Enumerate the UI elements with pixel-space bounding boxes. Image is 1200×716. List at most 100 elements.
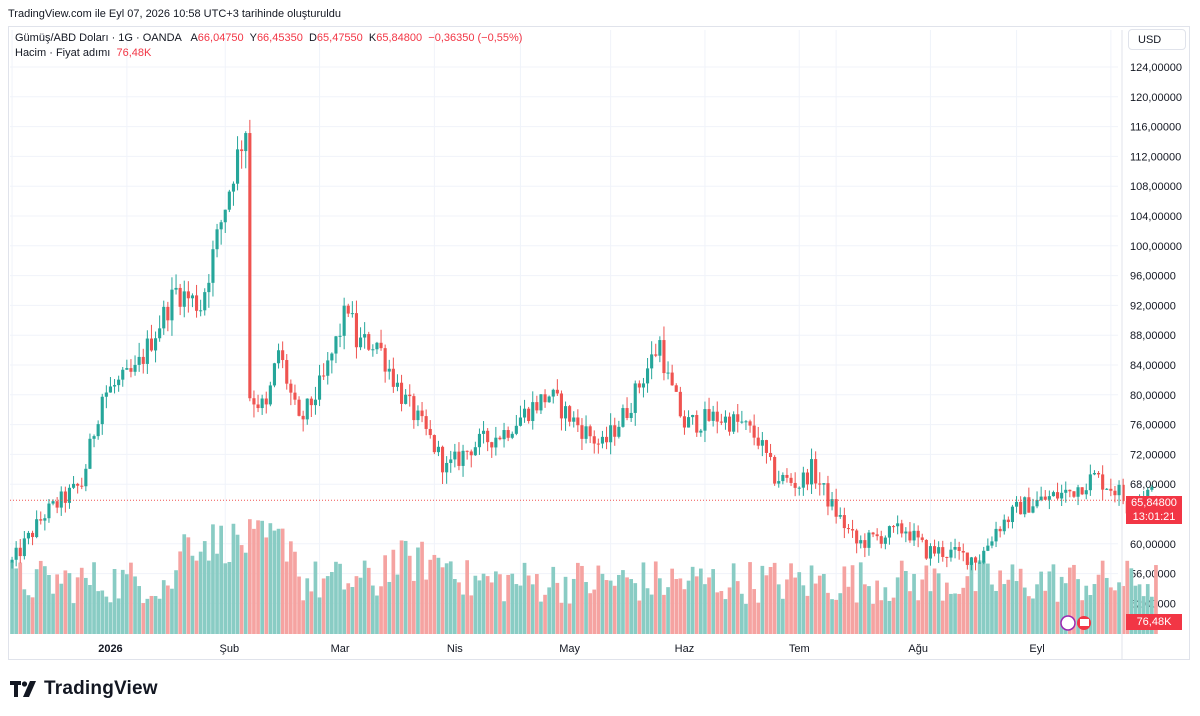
candle-body (264, 398, 268, 405)
candle-body (256, 404, 260, 409)
candle-body (838, 515, 842, 517)
candle-body (1101, 474, 1105, 490)
volume-bar (1022, 587, 1027, 634)
volume-bar (1100, 560, 1105, 634)
candle-body (67, 487, 72, 503)
volume-bar (887, 600, 892, 634)
volume-bar (764, 575, 769, 634)
candle-body (416, 410, 420, 421)
volume-bar (239, 545, 244, 634)
volume-label[interactable]: Hacim · Fiyat adımı (15, 47, 111, 59)
open-label: A (190, 32, 198, 44)
candle-body (153, 338, 158, 351)
volume-bar (157, 598, 162, 634)
volume-bar (223, 563, 228, 634)
candle-body (748, 421, 752, 426)
volume-bar (137, 586, 141, 634)
volume-bar (551, 566, 556, 634)
volume-bar (494, 571, 498, 634)
volume-bar (243, 552, 248, 634)
volume-bar (485, 576, 490, 634)
volume-bar (682, 589, 687, 634)
volume-bar (215, 553, 219, 634)
candle-body (117, 379, 121, 386)
candle-body (818, 483, 822, 485)
candle-body (235, 149, 240, 184)
volume-bar (563, 576, 568, 634)
y-tick-label: 60,00000 (1130, 539, 1176, 551)
candle-body (322, 375, 326, 377)
candle-body (260, 398, 264, 409)
candle-body (207, 282, 211, 293)
y-tick-label: 88,00000 (1130, 330, 1176, 342)
volume-bar (649, 594, 654, 634)
candle-body (371, 349, 375, 351)
volume-bar (518, 585, 523, 634)
volume-bar (178, 551, 182, 634)
volume-bar (235, 534, 240, 634)
volume-bar (768, 566, 773, 634)
volume-bar (969, 561, 974, 634)
candle-body (937, 547, 941, 554)
candle-body (71, 483, 76, 488)
candle-body (711, 411, 715, 421)
candle-body (100, 396, 104, 425)
volume-bar (330, 572, 334, 634)
candle-body (502, 430, 506, 440)
volume-bar (715, 592, 720, 634)
brand-name: TradingView (44, 678, 158, 699)
volume-bar (276, 528, 281, 634)
candle-body (744, 421, 748, 423)
candle-body (674, 385, 678, 392)
candle-body (166, 306, 170, 321)
chart-frame (8, 26, 1190, 660)
candle-body (1096, 473, 1101, 475)
candle-body (162, 306, 166, 329)
candle-body (555, 389, 559, 394)
candle-body (982, 550, 986, 563)
candle-body (957, 547, 961, 551)
candle-body (43, 518, 47, 521)
candle-body (186, 291, 190, 299)
volume-bar (465, 560, 469, 634)
currency-button[interactable]: USD (1128, 29, 1186, 50)
x-tick-label: Eyl (1029, 643, 1044, 655)
candle-body (412, 396, 416, 421)
volume-bar (248, 519, 252, 634)
volume-bar (600, 573, 605, 634)
candle-body (30, 532, 35, 538)
volume-bar (703, 584, 707, 634)
candle-body (768, 452, 773, 458)
volume-bar (809, 565, 814, 634)
volume-bar (1006, 579, 1011, 634)
volume-bar (916, 600, 920, 634)
candle-body (137, 356, 141, 365)
volume-bar (1104, 577, 1109, 634)
volume-bar (653, 561, 658, 634)
volume-bar (932, 568, 937, 634)
volume-bar (547, 587, 551, 634)
symbol-legend[interactable]: Gümüş/ABD Doları · 1G · OANDA A66,04750 … (15, 32, 522, 44)
candle-body (740, 421, 744, 423)
candle-body (752, 425, 756, 438)
candle-body (625, 408, 629, 419)
candle-body (617, 426, 621, 437)
x-tick-label: Nis (447, 643, 463, 655)
candle-body (801, 472, 805, 488)
volume-bar (55, 574, 59, 634)
symbol-name[interactable]: Gümüş/ABD Doları · 1G · OANDA (15, 32, 182, 44)
candle-body (842, 515, 846, 529)
candle-body (305, 398, 309, 420)
volume-bar (448, 561, 453, 634)
volume-legend[interactable]: Hacim · Fiyat adımı 76,48K (15, 47, 151, 59)
low-value: 65,47550 (316, 32, 363, 44)
candle-body (252, 398, 256, 405)
volume-bar (1084, 585, 1089, 634)
candle-body (691, 415, 695, 418)
volume-bar (936, 573, 941, 634)
volume-bar (96, 591, 100, 634)
volume-bar (51, 593, 55, 634)
candle-body (490, 442, 494, 448)
tradingview-logo[interactable]: TradingView (10, 678, 158, 700)
